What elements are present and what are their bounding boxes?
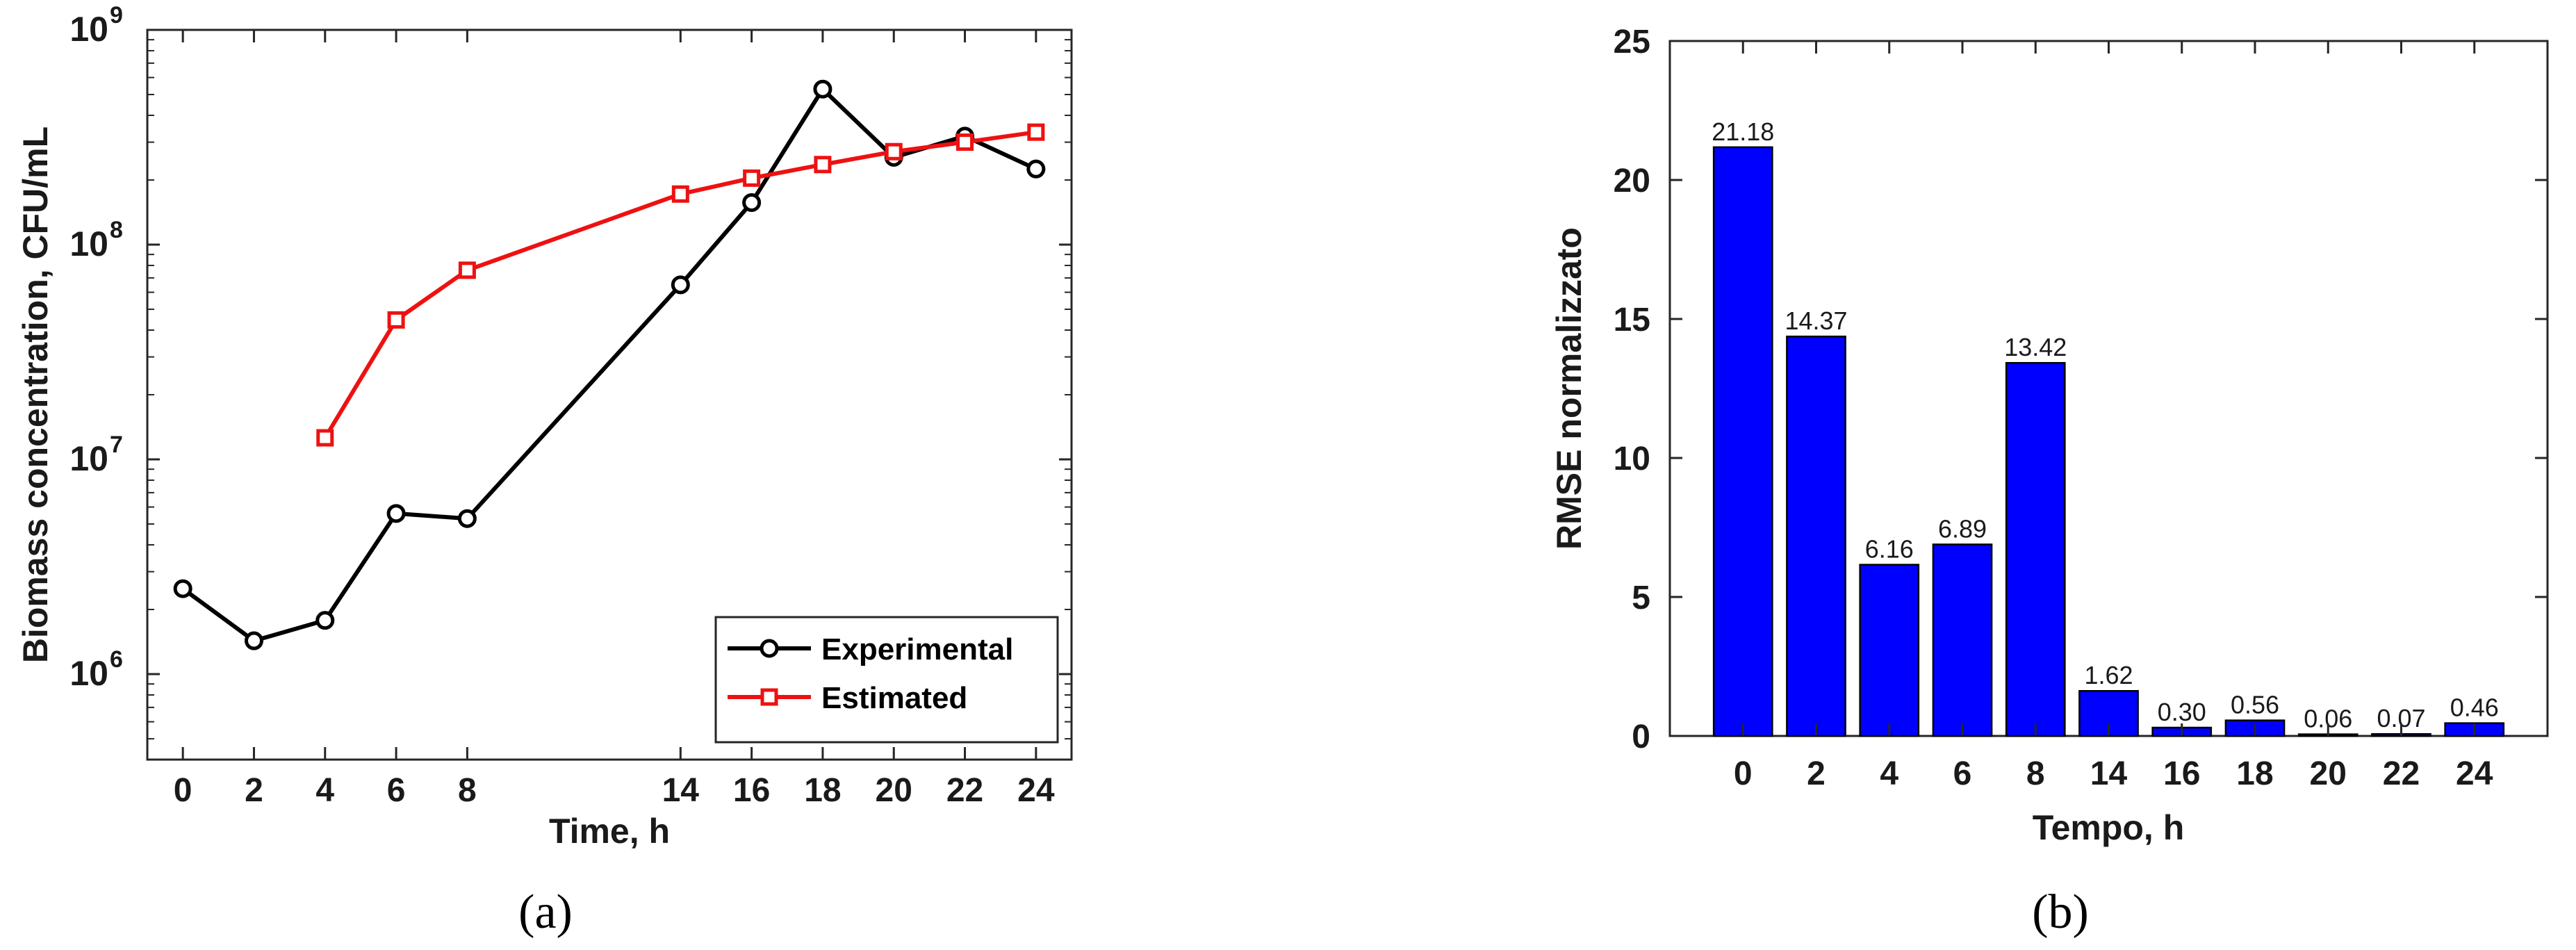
data-point-experimental bbox=[457, 509, 477, 528]
legend-marker-estimated bbox=[760, 688, 778, 706]
x-tick-label: 8 bbox=[2026, 755, 2045, 792]
data-point-estimated bbox=[743, 169, 761, 187]
x-tick-label: 18 bbox=[804, 772, 841, 809]
bar bbox=[1932, 543, 1993, 737]
data-point-experimental bbox=[173, 579, 192, 598]
legend-marker-experimental bbox=[760, 639, 779, 658]
data-point-estimated bbox=[1027, 123, 1045, 141]
y-tick-label: 0 bbox=[1632, 719, 1650, 755]
y-tick-base: 10 bbox=[69, 224, 108, 263]
bar-value-label: 21.18 bbox=[1712, 117, 1774, 146]
x-tick-label: 6 bbox=[387, 772, 406, 809]
legend: Experimental Estimated bbox=[714, 616, 1059, 744]
bar bbox=[1786, 335, 1846, 737]
y-tick-label: 10 7 bbox=[69, 432, 123, 478]
data-point-estimated bbox=[814, 156, 832, 174]
y-tick-exponent: 7 bbox=[110, 432, 123, 458]
x-tick-label: 14 bbox=[662, 772, 700, 809]
x-tick-label: 0 bbox=[174, 772, 192, 809]
bar-value-label: 13.42 bbox=[2004, 333, 2067, 361]
bar bbox=[1859, 564, 1920, 737]
legend-box bbox=[714, 616, 1059, 744]
data-point-experimental bbox=[1026, 159, 1046, 179]
bar-value-label: 14.37 bbox=[1785, 306, 1847, 335]
x-axis-label-b: Tempo, h bbox=[2033, 808, 2185, 847]
bar-value-label: 0.46 bbox=[2450, 694, 2499, 722]
y-tick-exponent: 9 bbox=[110, 2, 123, 28]
y-tick-label: 10 6 bbox=[69, 646, 123, 693]
y-tick-exponent: 6 bbox=[110, 646, 123, 673]
data-point-experimental bbox=[671, 275, 690, 295]
x-tick-label: 14 bbox=[2090, 755, 2128, 792]
y-tick-label: 20 bbox=[1614, 163, 1650, 199]
y-tick-label: 5 bbox=[1632, 580, 1650, 616]
caption-b: (b) bbox=[2032, 885, 2089, 939]
data-point-estimated bbox=[671, 185, 689, 203]
x-tick-label: 6 bbox=[1953, 755, 1972, 792]
bar-value-label: 0.30 bbox=[2158, 698, 2206, 726]
x-axis-label-a: Time, h bbox=[549, 812, 670, 851]
x-tick-label: 22 bbox=[946, 772, 983, 809]
legend-label-experimental: Experimental bbox=[821, 632, 1013, 666]
y-tick-exponent: 8 bbox=[110, 217, 123, 243]
data-point-experimental bbox=[315, 611, 335, 630]
bar-value-label: 6.16 bbox=[1865, 535, 1914, 564]
y-axis-label-a: Biomass concentration, CFU/mL bbox=[16, 126, 55, 663]
legend-label-estimated: Estimated bbox=[821, 681, 967, 715]
bar bbox=[2005, 361, 2066, 737]
data-point-estimated bbox=[316, 429, 334, 447]
y-tick-base: 10 bbox=[69, 10, 108, 49]
data-point-experimental bbox=[813, 79, 832, 99]
x-tick-label: 8 bbox=[458, 772, 477, 809]
y-tick-label: 15 bbox=[1614, 302, 1650, 338]
bar bbox=[1712, 146, 1773, 737]
x-tick-label: 4 bbox=[315, 772, 334, 809]
y-axis-label-b: RMSE normalizzato bbox=[1550, 227, 1589, 550]
data-point-estimated bbox=[387, 311, 405, 329]
x-tick-label: 16 bbox=[2163, 755, 2200, 792]
data-point-experimental bbox=[742, 193, 762, 212]
y-tick-label: 10 9 bbox=[69, 2, 123, 49]
y-tick-label: 10 8 bbox=[69, 217, 123, 263]
data-point-estimated bbox=[956, 133, 974, 151]
data-point-experimental bbox=[386, 504, 406, 523]
x-tick-label: 20 bbox=[2310, 755, 2347, 792]
bar-value-label: 6.89 bbox=[1938, 514, 1987, 543]
x-tick-label: 20 bbox=[876, 772, 912, 809]
x-tick-label: 24 bbox=[1017, 772, 1055, 809]
panel-b-bar-chart: 0 5 10 15 20 25 21.18 0 14.37 2 6.16 4 6.89 6 13.42 8 1… bbox=[1550, 24, 2549, 939]
data-point-estimated bbox=[458, 261, 476, 279]
bar-value-label: 1.62 bbox=[2084, 661, 2133, 689]
x-tick-label: 16 bbox=[733, 772, 770, 809]
bar-value-label: 0.56 bbox=[2231, 691, 2279, 719]
x-tick-label: 22 bbox=[2383, 755, 2420, 792]
x-tick-label: 18 bbox=[2236, 755, 2273, 792]
y-tick-label: 10 bbox=[1614, 441, 1650, 477]
y-tick-base: 10 bbox=[69, 654, 108, 693]
x-tick-label: 24 bbox=[2456, 755, 2493, 792]
data-point-experimental bbox=[244, 631, 263, 650]
x-tick-label: 4 bbox=[1880, 755, 1898, 792]
x-tick-label: 0 bbox=[1734, 755, 1753, 792]
data-point-estimated bbox=[885, 142, 903, 161]
x-tick-label: 2 bbox=[245, 772, 263, 809]
x-tick-label: 2 bbox=[1807, 755, 1826, 792]
caption-a: (a) bbox=[518, 885, 573, 939]
y-tick-label: 25 bbox=[1614, 24, 1650, 60]
y-tick-base: 10 bbox=[69, 439, 108, 478]
